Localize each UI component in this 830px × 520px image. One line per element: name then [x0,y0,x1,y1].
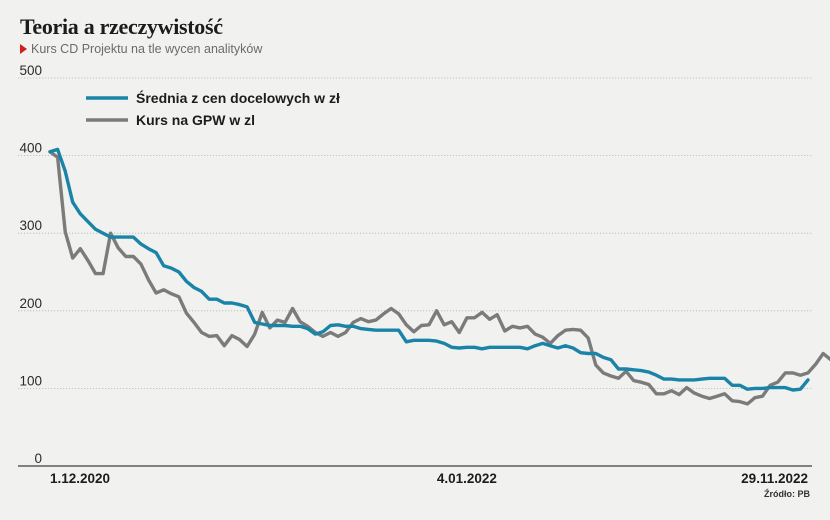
y-tick-label: 0 [34,451,42,466]
series-lines [48,147,830,406]
x-tick-label: 4.01.2022 [437,471,497,486]
legend-label-2: Kurs na GPW w zl [136,112,255,128]
chart-title: Teoria a rzeczywistość [20,14,223,39]
y-tick-label: 100 [19,373,42,388]
y-tick-label: 500 [19,63,42,78]
subtitle-text: Kurs CD Projektu na tle wycen analityków [31,42,263,56]
legend: Średnia z cen docelowych w zł Kurs na GPW… [86,89,340,128]
x-tick-label: 1.12.2020 [50,471,110,486]
series-line-2 [48,150,830,406]
chart-subtitle: Kurs CD Projektu na tle wycen analityków [20,42,262,56]
x-tick-label: 29.11.2022 [741,471,808,486]
series-line-1 [48,147,810,392]
legend-label-1: Średnia z cen docelowych w zł [136,89,340,106]
source-note: Źródło: PB [764,489,810,499]
axes: 0 100 200 300 400 500 1.12.2020 4.01.2022 29.11.… [18,63,812,486]
y-tick-label: 400 [19,141,42,156]
y-tick-label: 300 [19,218,42,233]
grid [18,77,812,389]
red-triangle-icon [20,44,27,54]
y-tick-label: 200 [19,296,42,311]
